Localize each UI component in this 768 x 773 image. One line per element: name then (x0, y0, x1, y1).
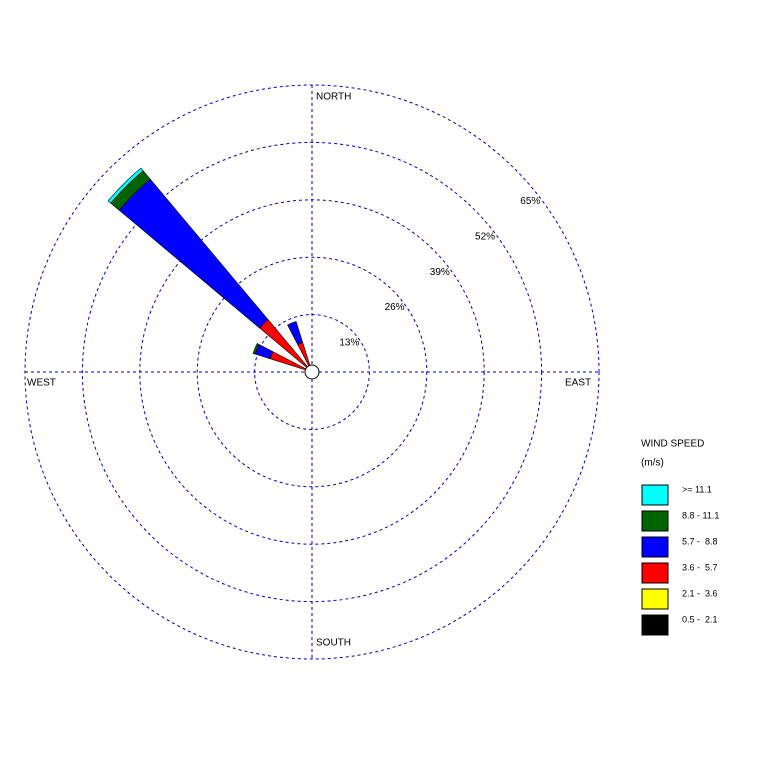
legend-swatch (641, 588, 669, 610)
legend-swatch (641, 484, 669, 506)
compass-label: SOUTH (316, 638, 351, 649)
legend-label: 3.6 - 5.7 (682, 562, 718, 572)
center-circle (304, 364, 320, 380)
legend-swatch (641, 562, 669, 584)
compass-label: EAST (565, 378, 591, 389)
wedge-segment (107, 167, 144, 204)
grid-ring (196, 256, 428, 488)
legend-label: 5.7 - 8.8 (682, 536, 718, 546)
legend-title: WIND SPEED (641, 439, 704, 450)
wedge-segment (287, 321, 304, 345)
compass-label: NORTH (316, 92, 351, 103)
legend-label: 0.5 - 2.1 (682, 614, 718, 624)
legend-swatch (641, 614, 669, 636)
ring-label: 39% (430, 267, 450, 278)
wedge-segment (252, 343, 260, 355)
ring-label: 52% (475, 231, 495, 242)
legend-label: 2.1 - 3.6 (682, 588, 718, 598)
legend-swatch (641, 536, 669, 558)
ring-label: 26% (385, 302, 405, 313)
legend-swatch (641, 510, 669, 532)
legend-label: 8.8 - 11.1 (682, 510, 719, 520)
compass-label: WEST (27, 378, 56, 389)
legend-unit: (m/s) (641, 458, 664, 469)
legend-label: >= 11.1 (682, 484, 712, 494)
ring-label: 65% (520, 196, 540, 207)
ring-label: 13% (339, 337, 359, 348)
